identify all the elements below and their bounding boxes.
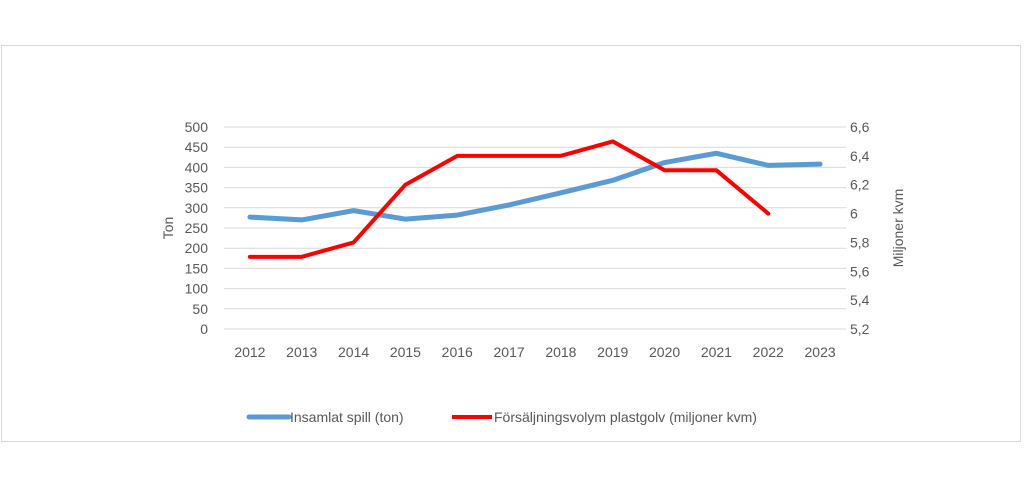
right-tick-label: 5,4 [850,292,870,308]
x-tick-label: 2021 [701,344,732,360]
x-tick-label: 2018 [545,344,576,360]
series-lines [247,139,823,259]
x-tick-label: 2012 [234,344,265,360]
x-tick-label: 2017 [494,344,525,360]
right-tick-label: 6,2 [850,177,870,193]
right-tick-label: 5,8 [850,234,870,250]
x-axis-ticks: 2012 2013 2014 2015 2016 2017 2018 2019 2020 2021… [234,344,836,360]
x-tick-label: 2016 [442,344,473,360]
x-tick-label: 2013 [286,344,317,360]
left-axis-label: Ton [160,217,176,240]
left-tick-label: 400 [185,159,209,175]
right-tick-label: 6,4 [850,148,870,164]
right-tick-label: 6 [850,206,858,222]
left-tick-label: 250 [185,220,209,236]
left-tick-label: 50 [192,301,208,317]
left-tick-label: 100 [185,281,209,297]
left-axis-ticks: 0 50 100 150 200 250 300 350 400 450 500 [185,119,209,337]
left-tick-label: 500 [185,119,209,135]
x-tick-label: 2015 [390,344,421,360]
left-tick-label: 450 [185,139,209,155]
left-tick-label: 150 [185,260,209,276]
legend: Insamlat spill (ton) Försäljningsvolym p… [246,409,757,425]
legend-label-volume: Försäljningsvolym plastgolv (miljoner kv… [494,409,757,425]
right-axis-label: Miljoner kvm [890,189,906,268]
x-tick-label: 2020 [649,344,680,360]
x-tick-label: 2023 [805,344,836,360]
legend-label-spill: Insamlat spill (ton) [290,409,404,425]
right-tick-label: 6,6 [850,119,870,135]
series-line-spill [247,150,823,223]
x-tick-label: 2014 [338,344,369,360]
left-tick-label: 350 [185,180,209,196]
left-tick-label: 200 [185,240,209,256]
right-tick-label: 5,2 [850,321,870,337]
left-tick-label: 300 [185,200,209,216]
x-tick-label: 2019 [597,344,628,360]
right-axis-ticks: 5,2 5,4 5,6 5,8 6 6,2 6,4 6,6 [850,119,870,337]
left-tick-label: 0 [200,321,208,337]
right-tick-label: 5,6 [850,263,870,279]
x-tick-label: 2022 [753,344,784,360]
chart-frame [1,45,1021,442]
